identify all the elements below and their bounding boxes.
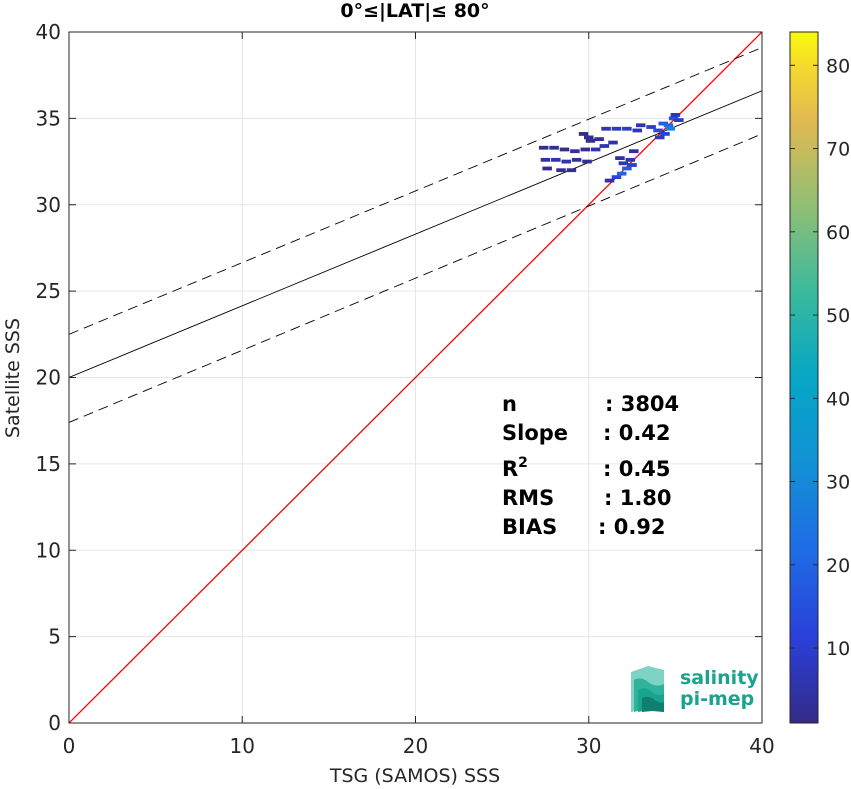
density-cell	[618, 161, 629, 166]
line-1-1	[69, 32, 762, 723]
density-cell	[601, 126, 611, 131]
density-cell	[570, 149, 580, 154]
stat-r2-label: R2	[502, 455, 528, 481]
stat-slope-value: : 0.42	[603, 421, 671, 445]
y-axis-label: Satellite SSS	[2, 318, 24, 438]
logo-mark-icon	[631, 666, 664, 712]
density-cell	[540, 157, 551, 162]
y-axis-ticks: 0 5 10 15 20 25 30 35 40	[36, 20, 762, 735]
y-tick-label: 40	[36, 20, 61, 44]
stat-rms-label: RMS	[502, 486, 554, 510]
density-cell	[663, 123, 674, 128]
x-tick-label: 10	[230, 734, 255, 758]
colorbar-tick-label: 10	[826, 638, 850, 660]
density-cell	[561, 159, 571, 164]
density-cell	[625, 157, 636, 162]
density-cell	[674, 118, 684, 123]
density-cell	[583, 135, 594, 140]
logo-text-pi-mep: pi-mep	[680, 688, 754, 710]
reference-lines	[69, 32, 762, 723]
colorbar-tick-label: 60	[826, 222, 850, 244]
density-cell	[571, 157, 582, 162]
density-cell	[658, 121, 669, 126]
logo-text-salinity: salinity	[680, 667, 759, 689]
line-fit-	[69, 47, 762, 335]
y-tick-label: 5	[48, 625, 61, 649]
density-cell	[670, 113, 681, 117]
density-cell	[615, 156, 625, 161]
density-cell	[599, 144, 610, 148]
density-cell	[660, 132, 670, 136]
density-cell	[551, 157, 561, 162]
density-cell	[622, 166, 632, 171]
density-cell	[653, 128, 663, 133]
x-tick-label: 30	[576, 734, 601, 758]
stat-rms-value: : 1.80	[604, 486, 672, 510]
colorbar-tick-label: 80	[826, 55, 850, 77]
x-axis-ticks: 0 10 20 30 40	[63, 32, 775, 758]
density-cell	[594, 137, 604, 142]
density-cell	[622, 126, 632, 131]
density-cell	[629, 149, 639, 154]
colorbar	[789, 31, 819, 724]
x-tick-label: 40	[749, 734, 774, 758]
colorbar-tick-label: 30	[826, 472, 850, 494]
density-cell	[590, 147, 601, 152]
density-cell	[655, 135, 665, 140]
density-cell	[538, 145, 549, 150]
density-cell	[665, 126, 675, 131]
density-cell	[556, 168, 566, 173]
stat-slope-label: Slope	[502, 421, 568, 445]
density-cell	[608, 140, 618, 145]
density-cell	[566, 168, 577, 173]
density-cells	[538, 113, 684, 183]
density-cell	[627, 163, 637, 167]
density-cell	[632, 128, 643, 133]
x-tick-label: 20	[403, 734, 428, 758]
stat-n-value: : 3804	[605, 392, 679, 416]
density-cell	[611, 126, 622, 131]
density-cell	[559, 147, 570, 152]
x-tick-label: 0	[63, 734, 76, 758]
x-axis-label: TSG (SAMOS) SSS	[329, 765, 500, 787]
y-tick-label: 15	[36, 452, 61, 476]
colorbar-tick-label: 70	[826, 139, 850, 161]
chart-title: 0°≤|LAT|≤ 80°	[340, 0, 489, 22]
density-cell	[580, 147, 591, 152]
stat-bias-label: BIAS	[502, 515, 557, 539]
line-fit	[69, 90, 762, 378]
density-cell	[604, 178, 615, 183]
density-cell	[668, 116, 679, 121]
density-cell	[646, 125, 656, 129]
y-tick-label: 0	[48, 711, 61, 735]
colorbar-tick-label: 40	[826, 388, 850, 410]
density-cell	[611, 175, 622, 180]
y-tick-label: 20	[36, 366, 61, 390]
colorbar-tick-label: 50	[826, 305, 850, 327]
density-cell	[616, 171, 627, 176]
stats-box: n : 3804 Slope : 0.42 R2 : 0.45 RMS : 1.…	[502, 392, 679, 539]
colorbar-tick-label: 20	[826, 555, 850, 577]
density-cell	[635, 123, 646, 128]
salinity-pi-mep-logo: salinity pi-mep	[631, 666, 759, 712]
density-cell	[582, 159, 592, 164]
line-fit-	[69, 133, 762, 423]
y-tick-label: 35	[36, 106, 61, 130]
colorbar-ticks: 10 20 30 40 50 60 70 80	[790, 55, 850, 660]
stat-r2-value: : 0.45	[603, 457, 671, 481]
y-tick-label: 25	[36, 279, 61, 303]
y-tick-label: 30	[36, 193, 61, 217]
density-cell	[585, 138, 596, 143]
density-cell	[542, 166, 552, 171]
y-tick-label: 10	[36, 538, 61, 562]
stat-bias-value: : 0.92	[598, 515, 666, 539]
stat-n-label: n	[502, 392, 517, 416]
density-cell	[549, 145, 559, 150]
density-cell	[578, 132, 589, 136]
